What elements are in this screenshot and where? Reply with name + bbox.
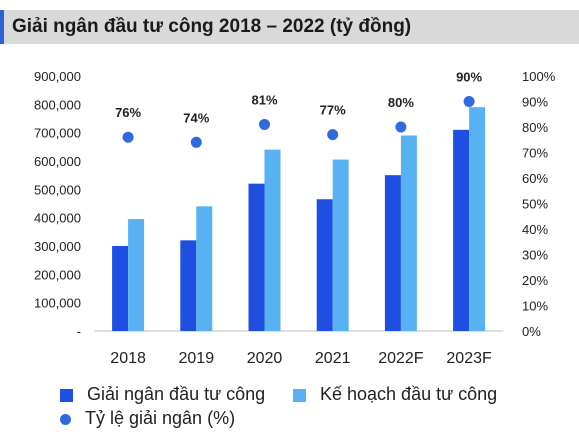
x-tick-label: 2019 xyxy=(179,350,215,367)
rate-point xyxy=(123,132,134,143)
legend-label-disbursement: Giải ngân đầu tư công xyxy=(87,384,265,404)
legend-label-plan: Kế hoạch đầu tư công xyxy=(320,384,497,404)
bar-plan xyxy=(265,150,281,331)
y-right-tick-label: 50% xyxy=(522,197,548,212)
rate-data-label: 74% xyxy=(183,110,209,125)
x-tick-label: 2018 xyxy=(110,350,146,367)
bar-disbursement xyxy=(317,199,333,331)
bar-plan xyxy=(333,160,349,331)
y-right-tick-label: 20% xyxy=(522,273,548,288)
bar-disbursement xyxy=(112,246,128,331)
y-right-tick-label: 90% xyxy=(522,95,548,110)
y-left-tick-label: 700,000 xyxy=(34,126,81,141)
bar-plan xyxy=(401,136,417,332)
rate-point xyxy=(191,137,202,148)
y-left-tick-label: 900,000 xyxy=(34,69,81,84)
legend-marker-rate xyxy=(60,414,71,425)
rate-point xyxy=(464,96,475,107)
y-left-tick-label: 200,000 xyxy=(34,267,81,282)
legend-label-rate: Tỷ lệ giải ngân (%) xyxy=(85,408,235,428)
bar-disbursement xyxy=(453,130,469,331)
y-left-tick-label: 500,000 xyxy=(34,182,81,197)
y-right-tick-label: 30% xyxy=(522,248,548,263)
rate-point xyxy=(327,129,338,140)
legend-item-disbursement: Giải ngân đầu tư công xyxy=(60,384,265,405)
bar-plan xyxy=(196,206,212,331)
rate-data-label: 81% xyxy=(251,92,277,107)
y-left-tick-label: 600,000 xyxy=(34,154,81,169)
rate-data-label: 80% xyxy=(388,95,414,110)
rate-data-label: 90% xyxy=(456,70,482,85)
bar-disbursement xyxy=(249,184,265,331)
legend-item-plan: Kế hoạch đầu tư công xyxy=(293,384,497,405)
rate-data-label: 77% xyxy=(320,103,346,118)
y-right-tick-label: 100% xyxy=(522,69,556,84)
bar-plan xyxy=(469,107,485,331)
y-left-tick-label: 800,000 xyxy=(34,97,81,112)
y-right-tick-label: 60% xyxy=(522,171,548,186)
y-left-tick-label: 300,000 xyxy=(34,239,81,254)
legend-swatch-disbursement xyxy=(60,389,73,402)
x-tick-label: 2021 xyxy=(315,350,351,367)
y-right-tick-label: 40% xyxy=(522,222,548,237)
rate-data-label: 76% xyxy=(115,105,141,120)
rate-point xyxy=(395,122,406,133)
legend-swatch-plan xyxy=(293,389,306,402)
y-left-tick-label: 100,000 xyxy=(34,296,81,311)
bar-disbursement xyxy=(180,240,196,331)
x-tick-label: 2020 xyxy=(247,350,283,367)
y-right-tick-label: 70% xyxy=(522,146,548,161)
y-left-tick-label: 400,000 xyxy=(34,211,81,226)
bar-disbursement xyxy=(385,175,401,331)
bar-plan xyxy=(128,219,144,331)
y-right-tick-label: 10% xyxy=(522,299,548,314)
legend-item-rate: Tỷ lệ giải ngân (%) xyxy=(60,408,235,429)
y-right-tick-label: 0% xyxy=(522,324,541,339)
y-right-tick-label: 80% xyxy=(522,120,548,135)
rate-point xyxy=(259,119,270,130)
x-tick-label: 2022F xyxy=(378,350,424,367)
y-left-tick-label: - xyxy=(77,324,81,339)
x-tick-label: 2023F xyxy=(446,350,492,367)
